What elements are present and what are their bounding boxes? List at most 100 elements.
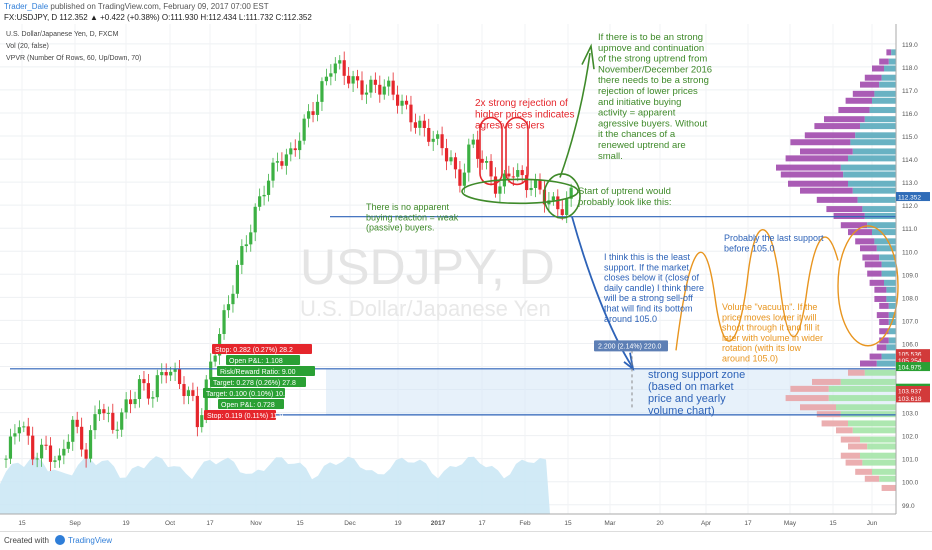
watermark-name: U.S. Dollar/Japanese Yen [300,296,551,321]
vpvr-up-bar [888,337,896,344]
candle-body [80,426,84,450]
zone-label: strong support zone [648,369,745,381]
vpvr-up-bar [886,295,896,302]
price-tick: 115.0 [902,134,918,141]
candle-body [235,264,239,294]
vpvr-up-bar [872,97,896,104]
candle-body [511,176,515,178]
position-label: Stop: 0.282 (0.27%) 28.2 [215,347,293,354]
candle-body [209,361,213,380]
vpvr-up-bar [840,164,896,171]
candle-body [369,79,373,93]
vpvr-down-bar [848,229,872,236]
vpvr-down-bar [790,139,851,146]
vpvr-down-bar [790,385,829,392]
time-tick: Nov [250,520,262,527]
measure-box [594,340,668,352]
vpvr-up-bar [848,420,896,427]
candle-body [231,293,235,305]
vpvr-up-bar [881,353,896,360]
volume-profile [776,49,896,491]
vpvr-up-bar [881,261,896,268]
candle-body [133,399,137,405]
vpvr-down-bar [780,171,844,178]
candle-body [329,73,333,77]
vpvr-down-bar [874,295,887,302]
candle-body [560,209,564,215]
price-tick: 113.0 [902,180,918,187]
author-link[interactable]: Trader_Dale [4,2,49,11]
vpvr-down-bar [879,302,889,309]
legend-title: U.S. Dollar/Japanese Yen, D, FXCM [6,31,119,38]
vpvr-down-bar [840,436,860,443]
position-label: Open P&L: 0.728 [221,402,275,409]
candle-body [44,444,48,446]
candle-body [200,415,204,428]
position-tool[interactable]: 2.200 (2.14%) 220.0 Stop: 0.282 (0.27%) 2… [203,340,668,420]
vpvr-down-bar [876,344,887,351]
price-tick: 111.0 [902,226,918,233]
watermark: USDJPY, D U.S. Dollar/Japanese Yen [300,239,555,321]
vpvr-up-bar [843,171,896,178]
time-tick: 17 [478,520,486,527]
candle-body [418,120,422,128]
candle-body [355,76,360,81]
vpvr-up-bar [879,81,896,88]
price-label-bg [896,349,930,359]
vpvr-down-bar [824,116,865,123]
candle-body [516,170,520,177]
vpvr-down-bar [876,312,889,319]
volume-area-fill [0,456,550,514]
candle-body [298,140,302,151]
publish-info: published on TradingView.com, February 0… [50,2,269,11]
vpvr-down-bar [881,484,896,491]
price-label-bg [896,385,930,395]
tradingview-link[interactable]: TradingView [68,536,113,545]
annotation-line: 2x strong rejection of [475,98,568,109]
candle-body [275,161,280,163]
annotation-line: renewed uptrend are [598,140,686,151]
candle-body [142,379,146,384]
candle-body [396,94,400,106]
candle-body [493,176,498,194]
candle-body [462,172,466,186]
vpvr-up-bar [860,436,896,443]
candle-body [404,100,409,105]
time-tick: May [784,520,797,527]
price-label: 112.352 [898,195,921,202]
candle-body [413,122,417,128]
price-tick: 114.0 [902,157,918,164]
candle-body [422,120,426,128]
annotation-line: shoot through it and fill it [722,323,820,333]
zone-label: price and yearly [648,393,726,405]
vpvr-up-bar [848,180,896,187]
candle-body [151,397,155,399]
position-label: Open P&L: 1.108 [229,358,283,365]
time-tick: 19 [394,520,402,527]
candle-body [155,375,159,398]
vpvr-up-bar [884,65,896,72]
vpvr-up-bar [888,328,896,335]
vpvr-down-bar [785,155,848,162]
candle-body [525,175,529,191]
annotation-line: rejection of lower prices [598,86,698,97]
time-tick: Jun [867,520,878,527]
annotation-line: later with volume in wider [722,333,823,343]
rejection-oval [479,116,503,186]
candle-body [489,161,493,177]
candle-body [40,444,44,459]
candle-body [84,449,88,459]
time-tick: Mar [604,520,616,527]
vpvr-down-bar [848,369,865,376]
price-axis: 99.0100.0101.0102.0103.0104.0105.0106.01… [895,24,930,514]
price-chart[interactable]: USDJPY, D U.S. Dollar/Japanese Yen stron… [0,24,932,530]
candle-body [222,310,226,335]
vpvr-down-bar [804,132,856,139]
annotation-line: activity = apparent [598,108,676,119]
candle-body [111,412,115,430]
vpvr-down-bar [840,222,868,229]
position-box [218,399,284,409]
annotation-line: There is no apparent [366,202,450,212]
time-tick: 20 [656,520,664,527]
publish-header: Trader_Dale published on TradingView.com… [4,2,269,11]
